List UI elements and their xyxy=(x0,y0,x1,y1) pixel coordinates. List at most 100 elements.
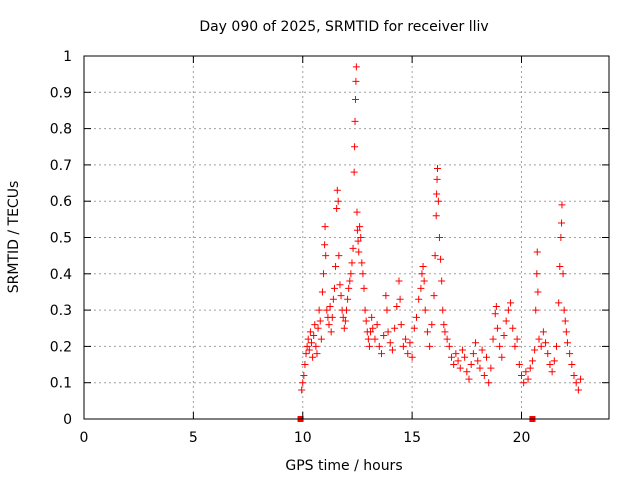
data-point xyxy=(515,361,523,369)
data-point xyxy=(339,313,347,321)
data-point xyxy=(461,353,469,361)
x-tick-label: 10 xyxy=(294,430,312,446)
data-point xyxy=(349,244,357,252)
data-point xyxy=(343,306,350,314)
data-point xyxy=(577,375,585,383)
data-point xyxy=(397,321,405,329)
data-point xyxy=(318,288,326,296)
data-point xyxy=(322,252,330,260)
data-point xyxy=(428,321,436,329)
data-point xyxy=(361,306,369,314)
data-point xyxy=(350,168,358,176)
data-point xyxy=(572,379,580,387)
data-point xyxy=(423,328,431,336)
data-point xyxy=(509,324,517,332)
data-point xyxy=(511,342,519,350)
x-tick-label: 0 xyxy=(80,430,89,446)
data-point xyxy=(574,386,582,394)
data-point xyxy=(348,259,356,267)
data-point xyxy=(344,295,352,303)
data-point xyxy=(330,284,338,292)
y-tick-label: 0.9 xyxy=(50,85,72,101)
data-point xyxy=(566,350,574,358)
data-point xyxy=(388,346,396,354)
x-tick-label: 15 xyxy=(403,430,421,446)
data-point xyxy=(360,284,368,292)
data-point xyxy=(420,277,428,285)
data-point xyxy=(531,346,539,354)
data-point xyxy=(520,379,528,387)
data-point xyxy=(480,371,488,379)
data-point xyxy=(345,284,353,292)
data-point xyxy=(359,270,367,278)
data-point xyxy=(415,295,423,303)
data-point xyxy=(335,252,343,260)
data-point xyxy=(352,77,360,85)
data-point xyxy=(315,306,323,314)
data-point xyxy=(336,281,344,289)
data-point xyxy=(489,335,497,343)
data-point xyxy=(391,324,399,332)
data-point xyxy=(454,357,462,365)
data-point xyxy=(351,143,359,151)
y-tick-label: 0.8 xyxy=(50,122,72,138)
data-points xyxy=(298,63,585,394)
axis-ticks: 00.10.20.30.40.50.60.70.80.910 5 10 15 20 xyxy=(50,49,609,446)
data-point xyxy=(452,350,460,358)
data-point xyxy=(432,212,440,220)
data-point xyxy=(504,306,512,314)
data-point xyxy=(321,223,329,231)
data-point xyxy=(380,332,388,340)
data-point xyxy=(327,328,335,336)
data-point xyxy=(498,353,506,361)
y-tick-label: 0.2 xyxy=(50,339,72,355)
data-point xyxy=(496,342,504,350)
data-point xyxy=(341,317,349,325)
data-point xyxy=(353,208,361,216)
data-point xyxy=(561,317,569,325)
data-point xyxy=(562,328,570,336)
y-axis-label: SRMTID / TECUs xyxy=(6,181,22,294)
data-point xyxy=(535,335,543,343)
data-point xyxy=(507,299,515,307)
data-point xyxy=(474,357,482,365)
grid-lines xyxy=(84,56,609,419)
data-point xyxy=(433,190,441,198)
data-point xyxy=(546,361,554,369)
data-point xyxy=(542,339,550,347)
data-point xyxy=(303,342,311,350)
data-point xyxy=(298,386,306,394)
data-point xyxy=(368,313,376,321)
data-point xyxy=(304,335,312,343)
data-point xyxy=(358,259,366,267)
data-point xyxy=(314,324,322,332)
data-point xyxy=(526,364,534,372)
y-tick-label: 1 xyxy=(63,49,72,65)
data-point xyxy=(333,204,341,212)
data-point xyxy=(556,263,564,271)
data-point xyxy=(434,165,441,173)
data-point xyxy=(448,353,455,361)
data-point xyxy=(362,317,370,325)
data-point xyxy=(558,219,566,227)
data-point xyxy=(533,270,541,278)
data-point xyxy=(434,197,442,205)
x-tick-label: 20 xyxy=(513,430,531,446)
y-tick-label: 0.5 xyxy=(50,231,72,247)
data-point xyxy=(365,342,373,350)
y-tick-label: 0.4 xyxy=(50,267,72,283)
data-point xyxy=(333,186,341,194)
data-point xyxy=(309,353,317,361)
data-point xyxy=(404,350,412,358)
data-point xyxy=(306,328,314,336)
data-point xyxy=(548,368,556,376)
data-point xyxy=(382,292,390,300)
x-axis-label: GPS time / hours xyxy=(285,458,402,474)
data-point xyxy=(347,270,355,278)
data-point xyxy=(332,263,340,271)
data-point xyxy=(312,342,320,350)
data-point xyxy=(445,342,453,350)
data-point xyxy=(465,375,473,383)
y-tick-label: 0.3 xyxy=(50,303,72,319)
